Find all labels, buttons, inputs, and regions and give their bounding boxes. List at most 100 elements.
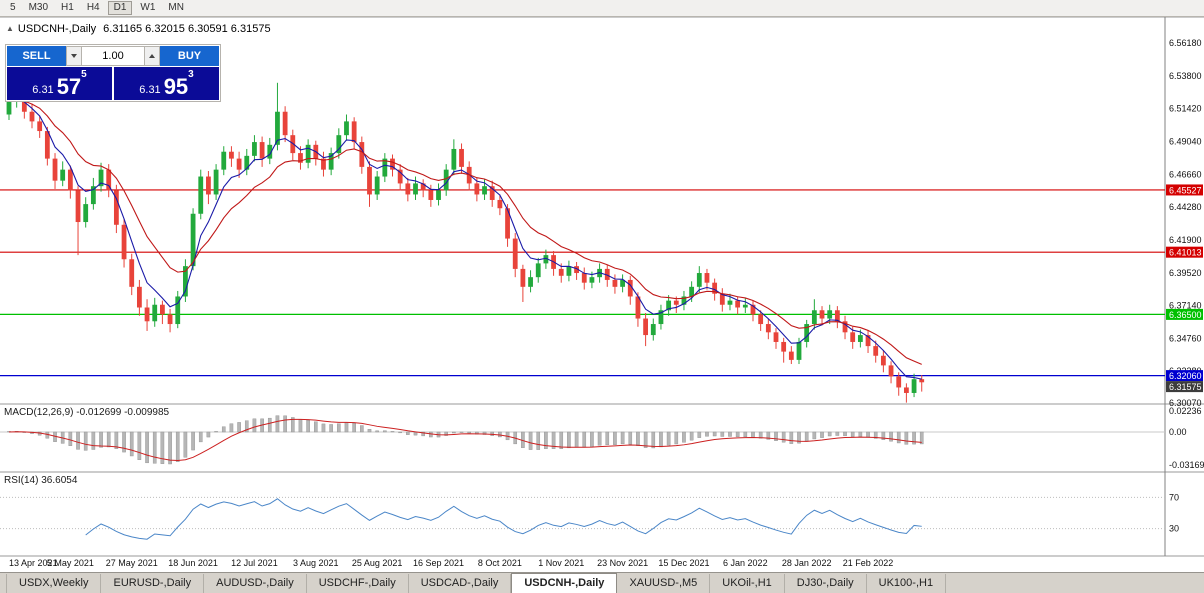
sell-price-display[interactable]: 6.31 57 5 (7, 67, 112, 100)
candle (121, 224, 127, 260)
chart-tab-dj30-daily[interactable]: DJ30-,Daily (785, 574, 867, 593)
price-axis-label: 6.30070 (1169, 398, 1202, 408)
timeframe-button-d1[interactable]: D1 (107, 1, 133, 15)
candle (298, 153, 303, 163)
chart-tab-usdcnh-daily[interactable]: USDCNH-,Daily (511, 573, 618, 593)
arrow-up-icon (149, 54, 155, 58)
sell-button[interactable]: SELL (7, 46, 66, 66)
candle (727, 300, 733, 305)
candle (896, 376, 902, 388)
chart-tab-usdchf-daily[interactable]: USDCHF-,Daily (307, 574, 409, 593)
macd-histogram-bar (252, 418, 257, 433)
macd-histogram-bar (221, 426, 226, 433)
macd-histogram-bar (919, 431, 924, 445)
macd-histogram-bar (329, 424, 333, 433)
timeframe-button-mn[interactable]: MN (168, 2, 184, 13)
macd-histogram-bar (337, 423, 341, 433)
candle (474, 183, 480, 195)
candle (290, 135, 296, 154)
chart-tab-usdx-weekly[interactable]: USDX,Weekly (6, 574, 102, 593)
macd-histogram-bar (198, 431, 203, 443)
macd-histogram-bar (106, 431, 111, 448)
timeframe-button-w1[interactable]: W1 (140, 2, 156, 13)
macd-histogram-bar (812, 431, 817, 440)
chart-ohlc-values: 6.31165 6.32015 6.30591 6.31575 (103, 23, 271, 35)
candle (167, 314, 173, 325)
date-label: 21 Feb 2022 (843, 558, 894, 568)
candle (497, 199, 503, 209)
macd-histogram-bar (129, 431, 134, 457)
macd-histogram-bar (175, 431, 180, 462)
candle (735, 300, 741, 308)
candle (750, 304, 756, 315)
candle (60, 169, 66, 181)
macd-histogram-bar (229, 423, 234, 433)
macd-histogram-bar (390, 431, 395, 433)
macd-histogram-bar (383, 430, 387, 433)
candle (206, 176, 211, 195)
candle (259, 142, 265, 159)
macd-histogram-bar (398, 431, 402, 434)
chart-canvas[interactable]: 6.56180 6.53800 6.51420 6.49040 6.46660 6.442… (0, 0, 1204, 573)
current-price-badge (1166, 381, 1203, 393)
macd-histogram-bar (244, 420, 249, 433)
candle (758, 314, 764, 325)
candle (52, 158, 58, 181)
macd-histogram-bar (421, 431, 425, 437)
candle (367, 166, 372, 195)
price-level-badge (1166, 184, 1203, 196)
candle (321, 158, 326, 170)
date-label: 23 Nov 2021 (597, 558, 648, 568)
candle (344, 121, 349, 136)
chart-tab-xauusd-m5[interactable]: XAUUSD-,M5 (617, 574, 711, 593)
macd-histogram-bar (613, 431, 617, 445)
macd-histogram-bar (873, 431, 878, 439)
chart-tab-usdcad-daily[interactable]: USDCAD-,Daily (409, 574, 512, 593)
volume-decrease-button[interactable] (66, 46, 82, 66)
candle (413, 183, 418, 195)
macd-histogram-bar (536, 431, 541, 450)
candle (696, 273, 702, 287)
macd-histogram-bar (689, 431, 694, 441)
candle (512, 238, 518, 269)
timeframe-button-h1[interactable]: H1 (61, 2, 74, 13)
macd-histogram-bar (766, 431, 771, 440)
price-level-badge-text: 6.32060 (1169, 371, 1202, 381)
candle (850, 332, 856, 342)
timeframe-button-h4[interactable]: H4 (86, 2, 100, 13)
candle (29, 111, 35, 122)
date-label: 25 Aug 2021 (352, 558, 403, 568)
collapse-panel-icon[interactable]: ▲ (6, 24, 14, 33)
candle (804, 324, 810, 342)
candle (589, 277, 595, 283)
arrow-down-icon (71, 54, 77, 58)
date-label: 12 Jul 2021 (231, 558, 278, 568)
candle (459, 148, 464, 167)
candle (719, 293, 725, 305)
price-axis-label: 6.34760 (1169, 333, 1202, 343)
candle (535, 263, 541, 278)
chart-tab-uk100-h1[interactable]: UK100-,H1 (867, 574, 947, 593)
timeframe-button-m30[interactable]: M30 (28, 2, 49, 13)
chart-tab-audusd-daily[interactable]: AUDUSD-,Daily (204, 574, 307, 593)
buy-price-sup: 3 (188, 69, 194, 80)
chart-tab-eurusd-daily[interactable]: EURUSD-,Daily (101, 574, 205, 593)
macd-histogram-bar (314, 421, 318, 433)
chart-tab-ukoil-h1[interactable]: UKOil-,H1 (710, 574, 785, 593)
macd-histogram-bar (797, 431, 801, 444)
volume-input[interactable] (82, 46, 144, 66)
price-level-badge (1166, 246, 1203, 258)
buy-button[interactable]: BUY (160, 46, 219, 66)
macd-histogram-bar (145, 431, 149, 464)
macd-histogram-bar (206, 431, 211, 438)
candle (543, 255, 549, 264)
macd-histogram-bar (344, 422, 349, 433)
candle (796, 341, 802, 360)
date-label: 6 Jan 2022 (723, 558, 768, 568)
timeframe-button-5[interactable]: 5 (10, 2, 16, 13)
buy-price-display[interactable]: 6.31 95 3 (114, 67, 219, 100)
macd-histogram-bar (321, 423, 326, 433)
macd-histogram-bar (597, 431, 602, 446)
volume-increase-button[interactable] (144, 46, 160, 66)
candle (229, 151, 234, 159)
